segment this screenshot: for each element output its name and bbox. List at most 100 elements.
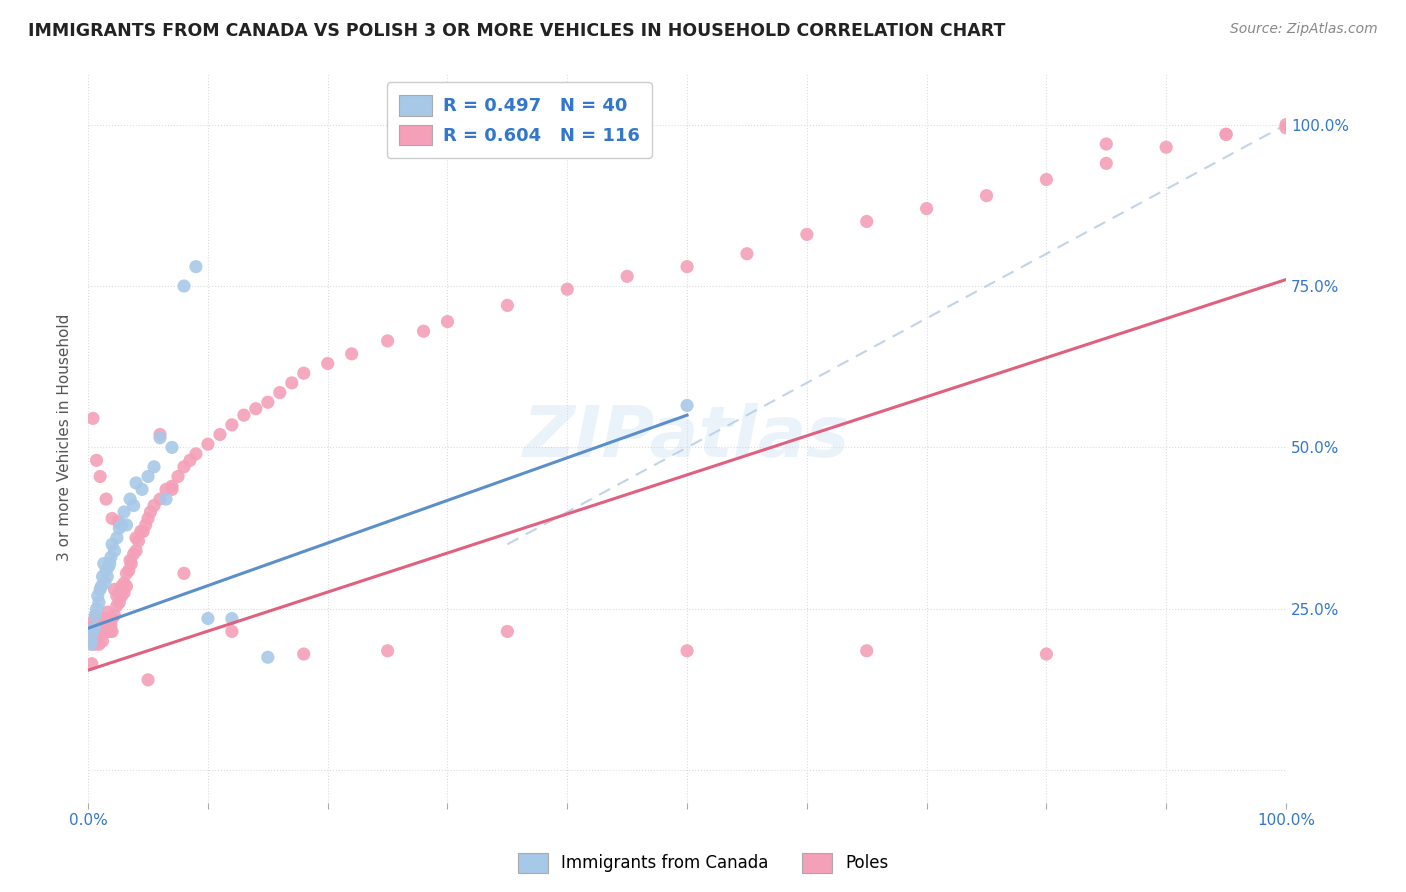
Point bbox=[1095, 156, 1118, 170]
Point bbox=[94, 492, 117, 507]
Point bbox=[340, 347, 363, 361]
Point bbox=[1095, 136, 1118, 151]
Point bbox=[555, 282, 578, 296]
Point bbox=[93, 557, 115, 571]
Text: IMMIGRANTS FROM CANADA VS POLISH 3 OR MORE VEHICLES IN HOUSEHOLD CORRELATION CHA: IMMIGRANTS FROM CANADA VS POLISH 3 OR MO… bbox=[28, 22, 1005, 40]
Point bbox=[136, 511, 159, 525]
Point bbox=[412, 324, 434, 338]
Point bbox=[86, 621, 108, 635]
Point bbox=[1275, 120, 1298, 135]
Point bbox=[101, 537, 124, 551]
Point bbox=[108, 595, 131, 609]
Point bbox=[149, 492, 172, 507]
Point bbox=[80, 634, 103, 648]
Point bbox=[111, 517, 134, 532]
Point bbox=[120, 557, 142, 571]
Point bbox=[98, 621, 121, 635]
Point bbox=[184, 447, 207, 461]
Point bbox=[97, 621, 120, 635]
Point bbox=[179, 453, 201, 467]
Point bbox=[87, 621, 110, 635]
Point bbox=[136, 469, 159, 483]
Point bbox=[855, 644, 877, 658]
Point bbox=[97, 611, 120, 625]
Point bbox=[676, 260, 699, 274]
Point bbox=[173, 279, 195, 293]
Point bbox=[100, 618, 122, 632]
Point bbox=[83, 621, 105, 635]
Point bbox=[155, 483, 177, 497]
Point bbox=[676, 644, 699, 658]
Point bbox=[245, 401, 267, 416]
Point bbox=[82, 615, 104, 629]
Point bbox=[197, 437, 219, 451]
Point bbox=[98, 624, 121, 639]
Point bbox=[115, 566, 138, 581]
Point bbox=[79, 637, 101, 651]
Point bbox=[143, 499, 166, 513]
Point bbox=[107, 515, 129, 529]
Point bbox=[103, 608, 125, 623]
Point bbox=[221, 611, 243, 625]
Point bbox=[676, 399, 699, 413]
Point bbox=[80, 657, 103, 671]
Point bbox=[120, 492, 142, 507]
Point bbox=[316, 357, 339, 371]
Point bbox=[82, 624, 104, 639]
Point bbox=[115, 517, 138, 532]
Point bbox=[1035, 647, 1057, 661]
Point bbox=[149, 427, 172, 442]
Point bbox=[86, 453, 108, 467]
Point bbox=[86, 602, 108, 616]
Point bbox=[292, 647, 315, 661]
Point bbox=[1154, 140, 1177, 154]
Point bbox=[86, 634, 108, 648]
Point bbox=[915, 202, 938, 216]
Point bbox=[87, 595, 110, 609]
Y-axis label: 3 or more Vehicles in Household: 3 or more Vehicles in Household bbox=[58, 314, 72, 561]
Point bbox=[131, 483, 153, 497]
Point bbox=[232, 408, 254, 422]
Point bbox=[111, 579, 134, 593]
Point bbox=[87, 637, 110, 651]
Point bbox=[87, 624, 110, 639]
Point bbox=[269, 385, 291, 400]
Point bbox=[94, 618, 117, 632]
Point bbox=[118, 563, 141, 577]
Point bbox=[149, 431, 172, 445]
Point bbox=[87, 615, 110, 629]
Point bbox=[127, 534, 149, 549]
Point bbox=[125, 543, 148, 558]
Point bbox=[125, 531, 148, 545]
Point bbox=[94, 611, 117, 625]
Point bbox=[84, 608, 107, 623]
Point bbox=[94, 621, 117, 635]
Point bbox=[105, 531, 128, 545]
Point bbox=[160, 483, 183, 497]
Point bbox=[139, 505, 162, 519]
Point bbox=[132, 524, 155, 539]
Point bbox=[112, 505, 135, 519]
Point bbox=[108, 521, 131, 535]
Point bbox=[112, 576, 135, 591]
Point bbox=[79, 624, 101, 639]
Point bbox=[167, 469, 190, 483]
Point bbox=[496, 298, 519, 312]
Point bbox=[436, 314, 458, 328]
Point bbox=[105, 599, 128, 613]
Text: ZIPatlas: ZIPatlas bbox=[523, 403, 851, 472]
Point bbox=[94, 624, 117, 639]
Point bbox=[976, 188, 998, 202]
Point bbox=[97, 560, 120, 574]
Point bbox=[101, 611, 124, 625]
Point bbox=[173, 566, 195, 581]
Point bbox=[155, 492, 177, 507]
Point bbox=[91, 624, 114, 639]
Point bbox=[125, 475, 148, 490]
Point bbox=[108, 585, 131, 599]
Point bbox=[735, 246, 758, 260]
Point bbox=[112, 585, 135, 599]
Point bbox=[83, 637, 105, 651]
Point bbox=[103, 543, 125, 558]
Point bbox=[89, 628, 111, 642]
